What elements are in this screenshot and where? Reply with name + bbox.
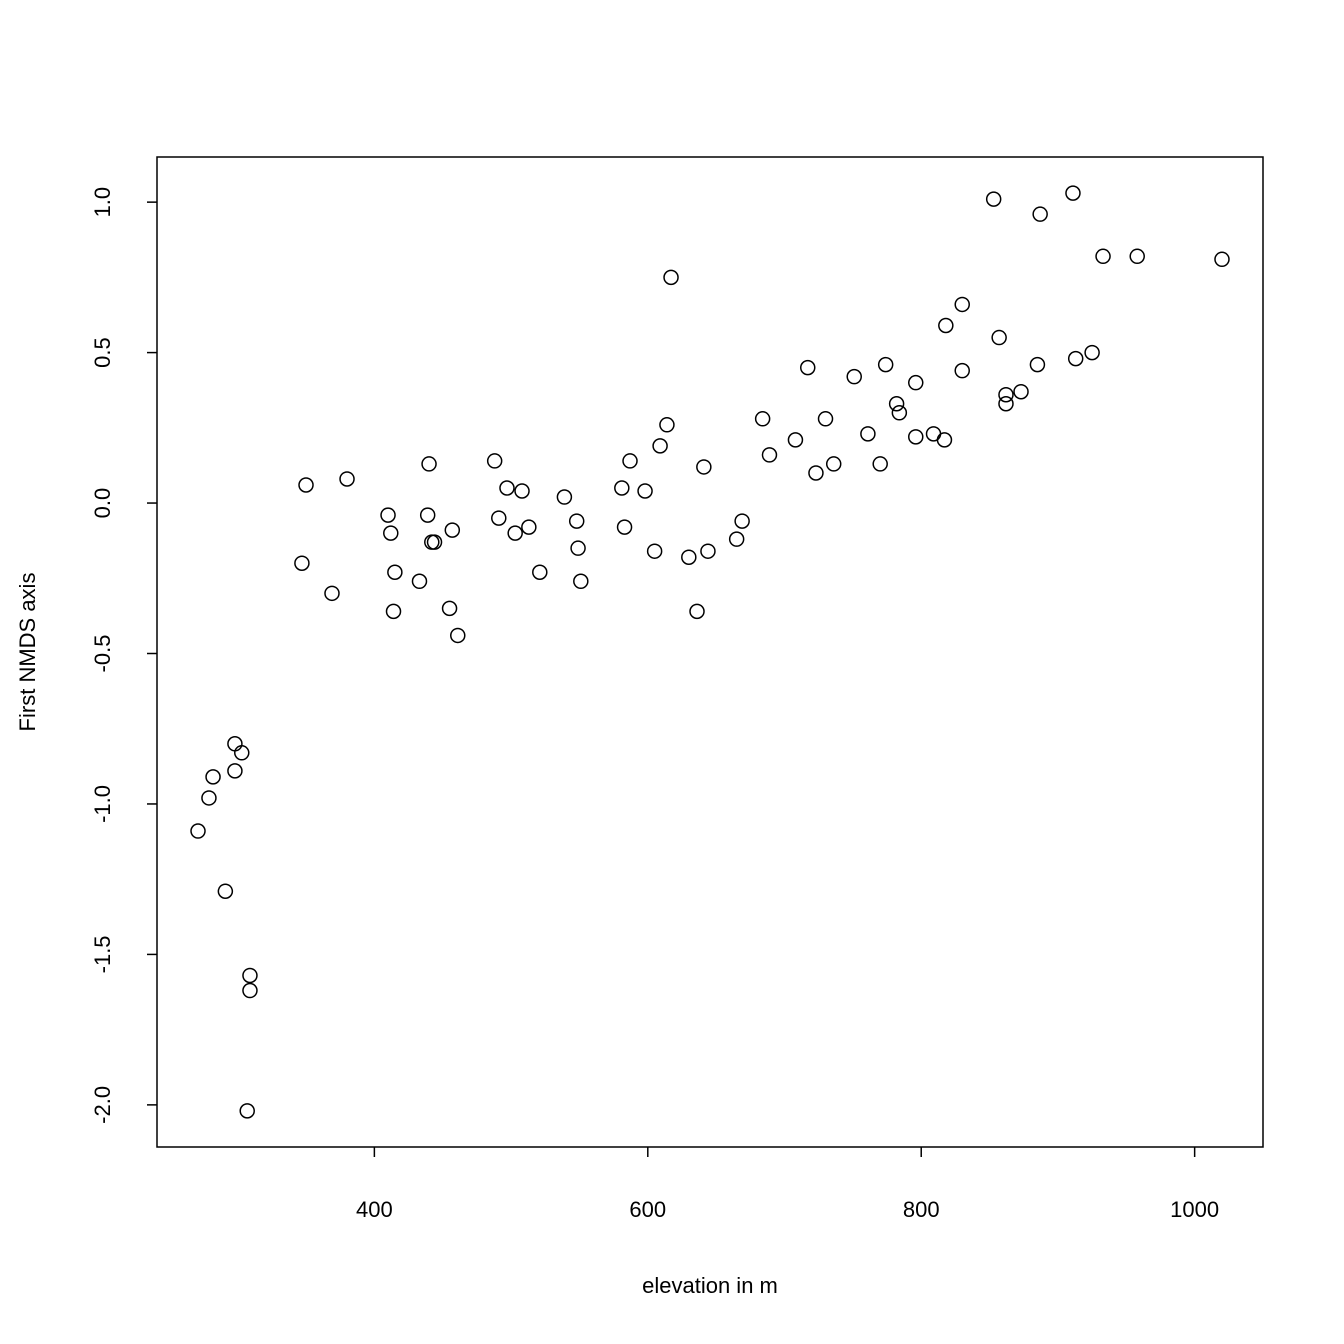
point bbox=[190, 823, 206, 839]
point bbox=[499, 480, 515, 496]
point bbox=[324, 585, 340, 602]
point bbox=[380, 507, 396, 523]
x-tick-label: 600 bbox=[629, 1197, 666, 1222]
point bbox=[825, 456, 842, 472]
point bbox=[689, 603, 705, 620]
point bbox=[659, 417, 675, 433]
point bbox=[201, 790, 217, 806]
point bbox=[754, 411, 771, 427]
point bbox=[700, 543, 716, 559]
y-tick-label: -1.5 bbox=[90, 935, 115, 973]
point bbox=[1129, 248, 1145, 265]
point bbox=[728, 531, 745, 547]
point bbox=[205, 769, 221, 785]
y-tick-label: 0.0 bbox=[90, 488, 115, 519]
point bbox=[419, 507, 436, 523]
point bbox=[227, 763, 243, 779]
point bbox=[521, 519, 537, 535]
point bbox=[507, 525, 523, 541]
point bbox=[411, 573, 428, 590]
point bbox=[532, 564, 548, 581]
point bbox=[991, 329, 1007, 346]
point bbox=[908, 374, 924, 391]
point bbox=[734, 513, 750, 529]
y-tick-label: -0.5 bbox=[90, 635, 115, 673]
point bbox=[954, 296, 970, 313]
point bbox=[877, 356, 894, 373]
point bbox=[681, 549, 697, 565]
point bbox=[787, 432, 804, 448]
point bbox=[985, 191, 1002, 207]
point bbox=[817, 411, 834, 427]
point bbox=[622, 453, 638, 469]
point bbox=[936, 432, 953, 448]
point bbox=[239, 1103, 255, 1119]
point bbox=[663, 269, 679, 286]
point bbox=[242, 967, 258, 984]
point bbox=[441, 600, 458, 617]
point bbox=[908, 429, 924, 445]
point bbox=[808, 465, 824, 481]
point bbox=[616, 519, 633, 535]
point bbox=[242, 982, 258, 999]
point bbox=[872, 456, 888, 472]
point bbox=[339, 471, 355, 487]
point bbox=[998, 395, 1014, 412]
point bbox=[573, 573, 589, 590]
point bbox=[514, 483, 530, 499]
point bbox=[298, 477, 314, 493]
point bbox=[1084, 344, 1100, 361]
point bbox=[227, 736, 243, 752]
x-tick-label: 1000 bbox=[1170, 1197, 1219, 1222]
point bbox=[294, 555, 310, 571]
y-tick-label: -2.0 bbox=[90, 1086, 115, 1124]
point bbox=[217, 883, 234, 899]
point bbox=[998, 386, 1014, 403]
point bbox=[450, 627, 466, 644]
point bbox=[1065, 185, 1081, 201]
point bbox=[799, 359, 816, 376]
point bbox=[444, 522, 461, 538]
point bbox=[888, 395, 905, 412]
x-tick-label: 800 bbox=[903, 1197, 940, 1222]
point bbox=[570, 540, 586, 556]
point bbox=[1032, 206, 1048, 222]
y-axis-label: First NMDS axis bbox=[15, 573, 40, 732]
point bbox=[426, 534, 443, 550]
point bbox=[486, 453, 503, 469]
point bbox=[387, 564, 403, 581]
point bbox=[954, 362, 970, 379]
point bbox=[1029, 356, 1046, 373]
point bbox=[646, 543, 663, 559]
point bbox=[652, 438, 668, 454]
point bbox=[1013, 383, 1029, 400]
point bbox=[938, 317, 954, 334]
point bbox=[925, 426, 942, 442]
y-tick-label: -1.0 bbox=[90, 785, 115, 823]
point bbox=[385, 603, 402, 620]
x-tick-label: 400 bbox=[356, 1197, 393, 1222]
point bbox=[421, 456, 437, 472]
x-axis-label: elevation in m bbox=[642, 1273, 778, 1298]
point bbox=[761, 447, 778, 463]
point bbox=[846, 368, 862, 385]
point bbox=[1214, 251, 1230, 268]
point bbox=[637, 483, 653, 499]
point bbox=[568, 513, 585, 529]
point bbox=[891, 405, 908, 421]
point bbox=[556, 489, 573, 505]
point bbox=[860, 426, 876, 442]
point bbox=[491, 510, 507, 526]
y-tick-label: 0.5 bbox=[90, 337, 115, 368]
point bbox=[614, 480, 630, 496]
point bbox=[383, 525, 399, 541]
plot-box bbox=[156, 156, 1264, 1148]
point bbox=[234, 745, 250, 761]
point bbox=[1067, 350, 1084, 367]
y-tick-label: 1.0 bbox=[90, 187, 115, 218]
point bbox=[696, 459, 712, 475]
point bbox=[1095, 248, 1111, 265]
